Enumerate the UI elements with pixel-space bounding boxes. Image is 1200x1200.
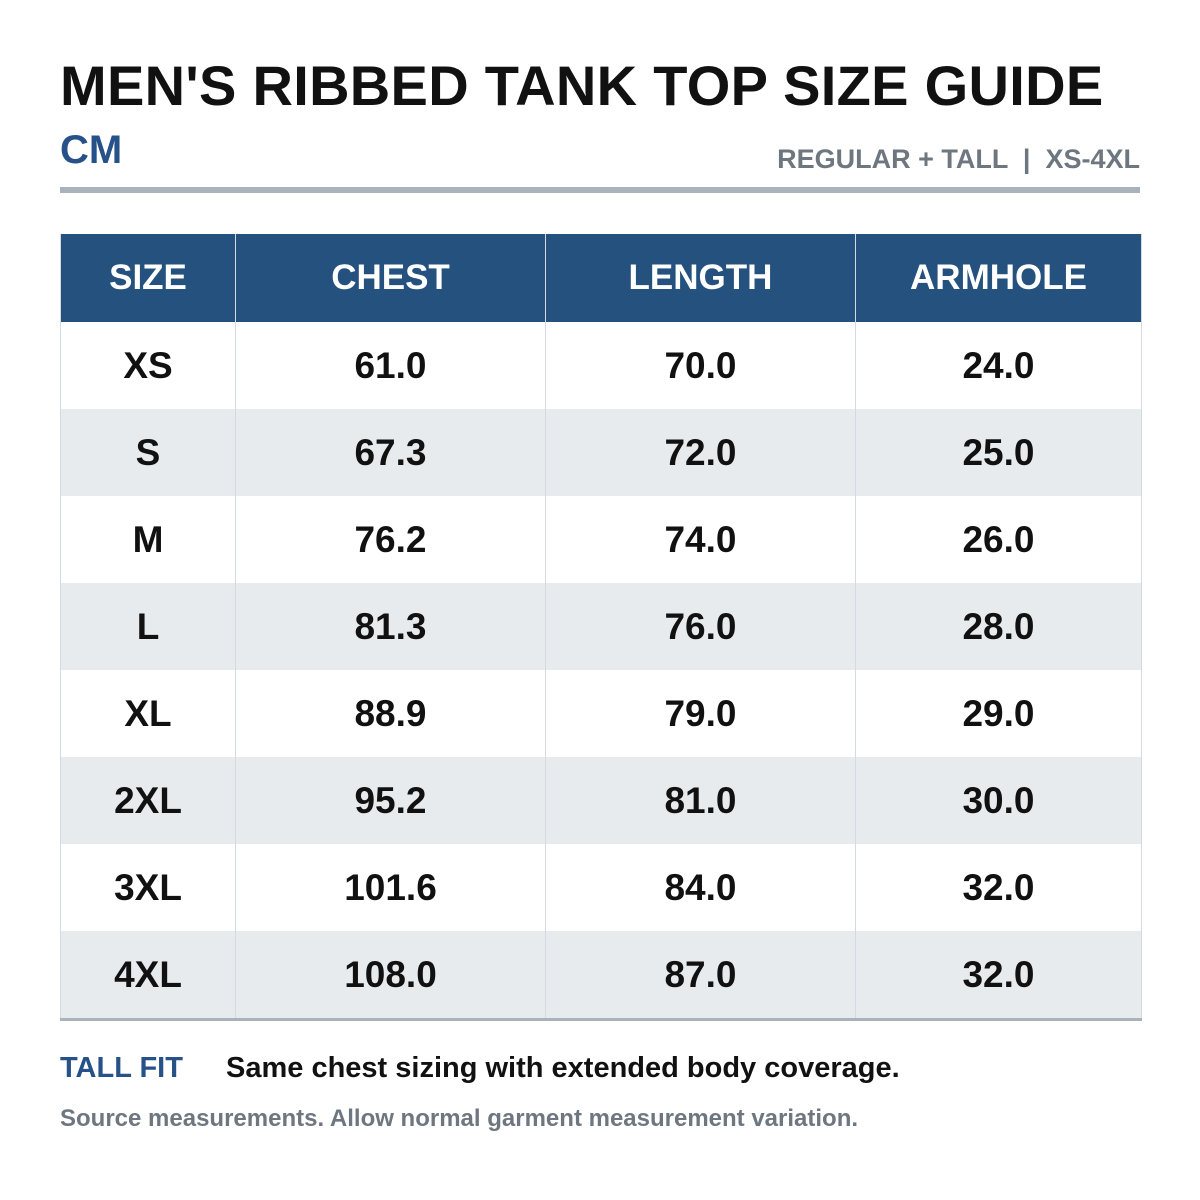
chest-cell: 76.2 <box>235 496 546 583</box>
chest-cell: 101.6 <box>235 844 546 931</box>
size-table-container: SIZE CHEST LENGTH ARMHOLE XS 61.0 70.0 2… <box>60 234 1142 1021</box>
chest-cell: 88.9 <box>235 670 546 757</box>
header-row: SIZE CHEST LENGTH ARMHOLE <box>60 234 1142 322</box>
chest-cell: 67.3 <box>235 409 546 496</box>
header-rule <box>60 187 1140 193</box>
size-cell: S <box>60 409 236 496</box>
length-cell: 70.0 <box>545 322 856 409</box>
table-row: XS 61.0 70.0 24.0 <box>60 322 1142 409</box>
source-note: Source measurements. Allow normal garmen… <box>60 1105 859 1132</box>
size-cell: L <box>60 583 236 670</box>
size-table-header: SIZE CHEST LENGTH ARMHOLE <box>60 234 1142 322</box>
size-table-body: XS 61.0 70.0 24.0 S 67.3 72.0 25.0 M 76.… <box>60 322 1142 1021</box>
armhole-cell: 26.0 <box>855 496 1142 583</box>
size-cell: XS <box>60 322 236 409</box>
table-row: XL 88.9 79.0 29.0 <box>60 670 1142 757</box>
tall-fit-description: Same chest sizing with extended body cov… <box>226 1052 900 1084</box>
length-cell: 72.0 <box>545 409 856 496</box>
length-cell: 74.0 <box>545 496 856 583</box>
column-header-length: LENGTH <box>545 234 856 322</box>
tall-fit-label: TALL FIT <box>60 1052 183 1084</box>
length-cell: 79.0 <box>545 670 856 757</box>
table-row: L 81.3 76.0 28.0 <box>60 583 1142 670</box>
armhole-cell: 24.0 <box>855 322 1142 409</box>
chest-cell: 81.3 <box>235 583 546 670</box>
size-cell: 4XL <box>60 931 236 1021</box>
armhole-cell: 25.0 <box>855 409 1142 496</box>
armhole-cell: 30.0 <box>855 757 1142 844</box>
table-row: S 67.3 72.0 25.0 <box>60 409 1142 496</box>
size-cell: M <box>60 496 236 583</box>
armhole-cell: 28.0 <box>855 583 1142 670</box>
column-header-armhole: ARMHOLE <box>855 234 1142 322</box>
table-row: 3XL 101.6 84.0 32.0 <box>60 844 1142 931</box>
chest-cell: 61.0 <box>235 322 546 409</box>
page-title: MEN'S RIBBED TANK TOP SIZE GUIDE <box>60 54 1104 117</box>
table-row: M 76.2 74.0 26.0 <box>60 496 1142 583</box>
armhole-cell: 29.0 <box>855 670 1142 757</box>
size-cell: XL <box>60 670 236 757</box>
unit-label: CM <box>60 128 123 172</box>
size-table: SIZE CHEST LENGTH ARMHOLE XS 61.0 70.0 2… <box>60 234 1142 1021</box>
size-cell: 2XL <box>60 757 236 844</box>
length-cell: 81.0 <box>545 757 856 844</box>
table-row: 4XL 108.0 87.0 32.0 <box>60 931 1142 1021</box>
length-cell: 76.0 <box>545 583 856 670</box>
column-header-chest: CHEST <box>235 234 546 322</box>
chest-cell: 108.0 <box>235 931 546 1021</box>
size-range-label: REGULAR + TALL | XS-4XL <box>777 144 1140 174</box>
table-row: 2XL 95.2 81.0 30.0 <box>60 757 1142 844</box>
chest-cell: 95.2 <box>235 757 546 844</box>
column-header-size: SIZE <box>60 234 236 322</box>
armhole-cell: 32.0 <box>855 931 1142 1021</box>
size-cell: 3XL <box>60 844 236 931</box>
length-cell: 84.0 <box>545 844 856 931</box>
armhole-cell: 32.0 <box>855 844 1142 931</box>
length-cell: 87.0 <box>545 931 856 1021</box>
